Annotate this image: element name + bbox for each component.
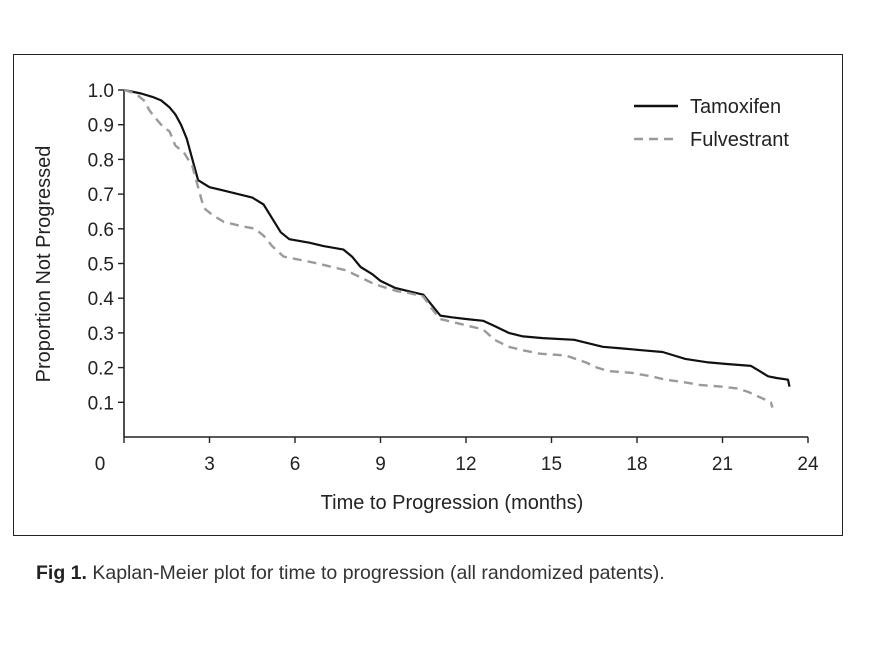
- y-tick-label: 0.1: [88, 393, 114, 414]
- y-tick-label: 1.0: [88, 81, 114, 102]
- y-tick-label: 0.9: [88, 116, 114, 137]
- figure-caption: Fig 1. Kaplan-Meier plot for time to pro…: [36, 562, 665, 585]
- y-tick-label: 0.7: [88, 185, 114, 206]
- x-tick-label: 9: [375, 454, 386, 475]
- caption-text: Kaplan-Meier plot for time to progressio…: [86, 562, 665, 584]
- y-axis-ticks: 0.1 0.2 0.3 0.4 0.5 0.6 0.7 0.8 0.9 1.0: [88, 81, 124, 414]
- legend-label-tamoxifen: Tamoxifen: [690, 96, 781, 118]
- series-line-tamoxifen: [123, 88, 791, 387]
- x-tick-label: 3: [204, 454, 215, 475]
- x-tick-label: 24: [797, 454, 819, 475]
- caption-label: Fig 1.: [36, 562, 87, 584]
- y-tick-label: 0.3: [88, 324, 114, 345]
- y-tick-label: 0.6: [88, 220, 114, 241]
- x-tick-label: 6: [290, 454, 301, 475]
- legend: Tamoxifen Fulvestrant: [634, 96, 789, 151]
- y-tick-label: 0.8: [88, 150, 114, 171]
- y-tick-label: 0.5: [88, 255, 114, 276]
- y-tick-label: 0.4: [88, 289, 115, 310]
- y-tick-label: 0.2: [88, 359, 114, 380]
- legend-label-fulvestrant: Fulvestrant: [690, 129, 789, 151]
- y-axis-title: Proportion Not Progressed: [33, 146, 55, 383]
- series-line-fulvestrant: [123, 88, 774, 408]
- x-tick-label: 0: [95, 454, 106, 475]
- series-lines: [123, 88, 791, 408]
- x-tick-label: 21: [712, 454, 733, 475]
- figure-frame: [13, 54, 843, 536]
- x-axis-ticks: 0 3 6 9 12 15 18 21 24: [95, 437, 819, 475]
- x-tick-label: 18: [626, 454, 647, 475]
- x-tick-label: 15: [541, 454, 562, 475]
- x-tick-label: 12: [455, 454, 476, 475]
- x-axis-title: Time to Progression (months): [321, 492, 584, 514]
